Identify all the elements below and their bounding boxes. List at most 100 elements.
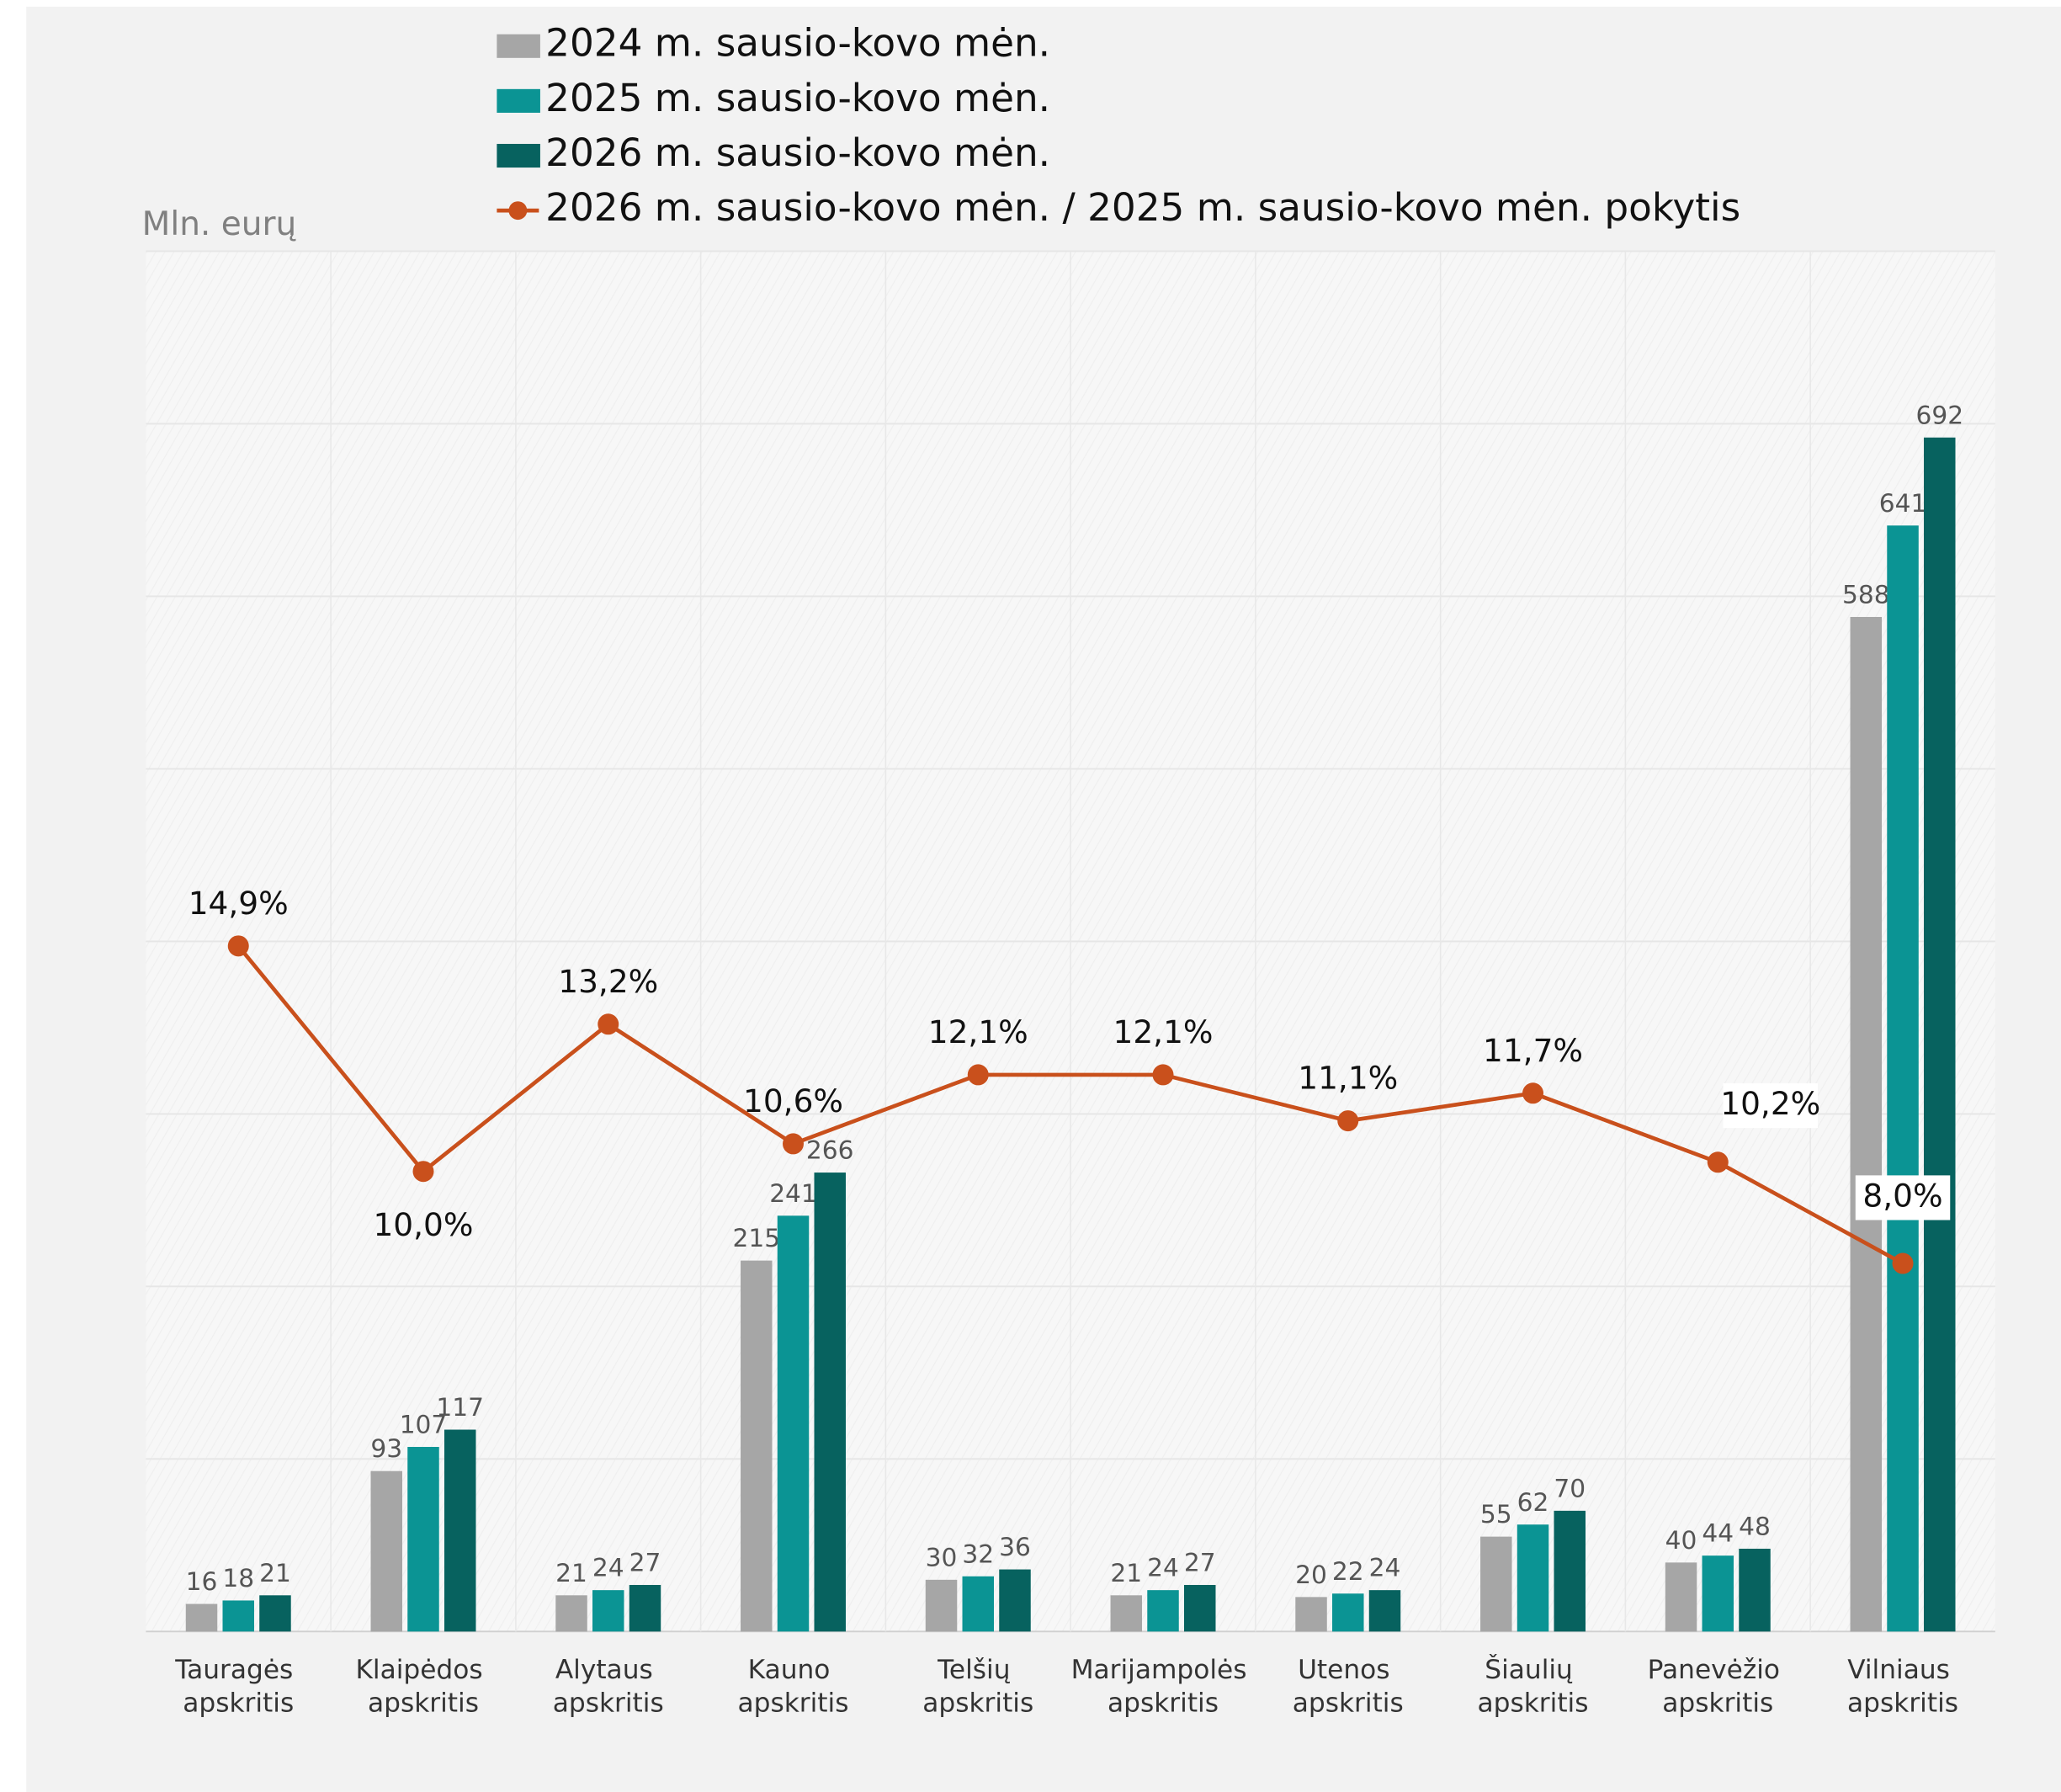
x-tick-label-line: Telšių [937,1655,1018,1685]
bar [555,1595,587,1632]
bar-value-label: 588 [1842,580,1890,609]
legend-label: 2026 m. sausio-kovo mėn. [545,130,1050,175]
bar [1480,1536,1512,1632]
label-background [1855,1175,1951,1220]
x-tick-label: Panevėžio apskritis [1648,1655,1788,1718]
bar [1554,1510,1586,1632]
bar-value-label: 241 [769,1178,817,1208]
legend-swatch [497,88,540,113]
bar-value-label: 70 [1554,1473,1586,1502]
bar-value-label: 44 [1702,1518,1734,1548]
line-value-label: 10,2% [1720,1085,1820,1122]
bar [1850,616,1883,1632]
line-marker [1707,1151,1729,1173]
bar-value-label: 24 [1369,1553,1401,1582]
x-tick-label-line: Tauragės [174,1655,301,1685]
bar-value-label: 266 [806,1135,854,1165]
legend-label: 2024 m. sausio-kovo mėn. [545,21,1050,66]
x-tick-label: Marijampolės apskritis [1071,1655,1256,1718]
x-tick-label-line: Alytaus [555,1655,661,1685]
line-value-label: 8,0% [1862,1177,1942,1214]
x-tick-label-line: apskritis [1108,1688,1219,1718]
bar-value-label: 215 [732,1223,780,1252]
bar [1924,437,1956,1632]
x-tick-label-line: Marijampolės [1071,1655,1256,1685]
x-tick-label: Vilniaus apskritis [1847,1655,1958,1718]
y-axis-label: Mln. eurų [142,205,297,243]
bar-value-label: 24 [592,1553,624,1582]
x-tick-label-line: Vilniaus [1847,1655,1958,1685]
line [236,944,1904,1266]
line-marker [1337,1110,1359,1132]
bar [1184,1585,1216,1632]
line-value-label: 14,9% [189,885,289,922]
line-marker [227,935,249,957]
x-tick-label: Šiaulių apskritis [1478,1652,1589,1718]
x-tick-label-line: apskritis [738,1688,849,1718]
x-tick-label-line: apskritis [553,1688,664,1718]
line-marker [598,1013,619,1035]
bar-value-label: 40 [1665,1525,1697,1555]
legend-label: 2025 m. sausio-kovo mėn. [545,76,1050,120]
x-tick-label-line: apskritis [1662,1688,1773,1718]
bar-value-label: 30 [926,1542,958,1571]
line-marker [1522,1082,1544,1104]
line-marker [967,1064,989,1086]
x-tick-label-line: Šiaulių [1485,1652,1580,1685]
bar [222,1600,254,1632]
bar [370,1470,403,1632]
bar [185,1603,218,1632]
bar-value-label: 55 [1480,1499,1512,1529]
bar [1147,1590,1179,1632]
x-tick-label-line: Panevėžio [1648,1655,1788,1685]
bar [444,1429,476,1632]
bar [1665,1562,1697,1632]
line-marker [412,1161,434,1183]
line-value-label: 12,1% [1113,1013,1213,1050]
legend-label: 2026 m. sausio-kovo mėn. / 2025 m. sausi… [545,185,1740,230]
label-background [1723,1083,1818,1129]
bar [1110,1595,1143,1632]
x-tick-label: Klaipėdos apskritis [355,1655,491,1718]
bar-value-label: 36 [999,1532,1031,1561]
bar-value-label: 18 [222,1563,254,1593]
bar [629,1585,661,1632]
bar [1332,1593,1364,1632]
x-tick-label-line: apskritis [183,1688,294,1718]
bar [1702,1555,1734,1632]
line-value-label: 11,1% [1298,1060,1398,1097]
line-value-label: 11,7% [1483,1032,1583,1069]
legend-swatch [497,34,540,58]
line-marker [783,1133,805,1155]
bar-value-label: 21 [1110,1558,1142,1587]
bar-value-label: 93 [370,1433,402,1463]
bar-value-label: 27 [1184,1548,1216,1577]
line-value-label: 10,0% [373,1206,473,1243]
bar [1295,1597,1327,1632]
bar [1887,525,1919,1632]
bar [407,1447,439,1632]
bar [814,1173,846,1632]
x-tick-label: Telšių apskritis [922,1655,1033,1718]
legend-marker [508,201,528,221]
bar [925,1579,958,1632]
x-tick-label-line: apskritis [1847,1688,1958,1718]
line-marker [1892,1252,1914,1274]
line-value-label: 12,1% [928,1013,1028,1050]
line-marker [1152,1064,1174,1086]
bar-value-label: 21 [259,1558,291,1587]
bar-value-label: 641 [1879,488,1927,518]
bar [259,1595,291,1632]
bar-value-label: 24 [1147,1553,1179,1582]
legend-swatch [497,143,540,168]
bar-value-label: 16 [186,1566,218,1596]
x-tick-label-line: apskritis [922,1688,1033,1718]
x-tick-label-line: Klaipėdos [355,1655,491,1685]
bar [1368,1590,1401,1632]
x-tick-label: Kauno apskritis [738,1655,849,1718]
line-value-label: 10,6% [743,1082,843,1119]
x-tick-label-line: apskritis [368,1688,479,1718]
x-tick-label-line: Kauno [748,1655,839,1685]
bar [962,1576,995,1632]
